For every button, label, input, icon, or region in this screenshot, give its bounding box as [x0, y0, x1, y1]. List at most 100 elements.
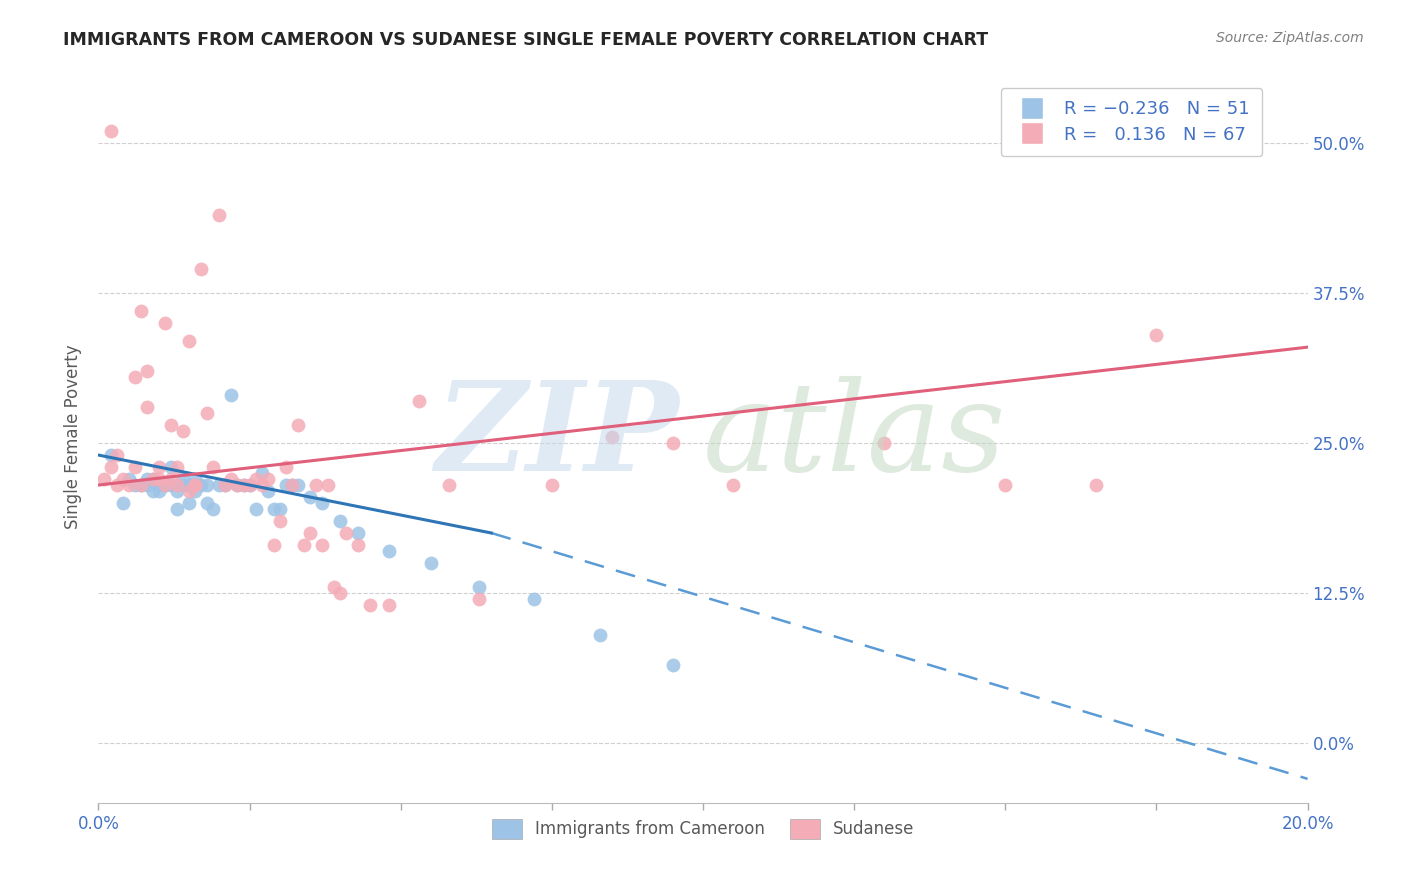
Point — [239, 478, 262, 492]
Point — [100, 460, 122, 475]
Point — [153, 478, 176, 492]
Point — [124, 478, 146, 492]
Point — [420, 556, 443, 570]
Point — [239, 478, 262, 492]
Point — [250, 466, 273, 480]
Point — [214, 478, 236, 492]
Point — [179, 478, 201, 492]
Point — [281, 478, 304, 492]
Point — [287, 478, 309, 492]
Point — [994, 478, 1017, 492]
Point — [377, 544, 399, 558]
Point — [589, 628, 612, 642]
Point — [245, 472, 267, 486]
Text: Source: ZipAtlas.com: Source: ZipAtlas.com — [1216, 31, 1364, 45]
Point — [468, 591, 491, 606]
Point — [135, 472, 157, 486]
Text: IMMIGRANTS FROM CAMEROON VS SUDANESE SINGLE FEMALE POVERTY CORRELATION CHART: IMMIGRANTS FROM CAMEROON VS SUDANESE SIN… — [63, 31, 988, 49]
Point — [873, 436, 896, 450]
Point — [195, 496, 218, 510]
Point — [221, 472, 243, 486]
Point — [100, 448, 122, 462]
Point — [274, 478, 297, 492]
Point — [184, 483, 207, 498]
Point — [214, 478, 236, 492]
Point — [153, 316, 176, 330]
Point — [1085, 478, 1108, 492]
Point — [292, 538, 315, 552]
Point — [335, 526, 357, 541]
Point — [245, 502, 267, 516]
Point — [269, 514, 291, 528]
Point — [269, 502, 291, 516]
Point — [263, 538, 285, 552]
Point — [129, 478, 152, 492]
Point — [166, 478, 188, 492]
Point — [281, 478, 304, 492]
Point — [129, 478, 152, 492]
Point — [311, 538, 333, 552]
Point — [142, 483, 165, 498]
Point — [135, 478, 157, 492]
Point — [142, 472, 165, 486]
Point — [135, 400, 157, 414]
Text: atlas: atlas — [703, 376, 1007, 498]
Point — [661, 436, 683, 450]
Point — [179, 496, 201, 510]
Point — [287, 418, 309, 433]
Point — [153, 478, 176, 492]
Point — [323, 580, 346, 594]
Point — [124, 460, 146, 475]
Point — [723, 478, 745, 492]
Point — [118, 478, 141, 492]
Point — [105, 448, 128, 462]
Point — [190, 478, 212, 492]
Point — [347, 538, 370, 552]
Point — [316, 478, 339, 492]
Point — [160, 472, 183, 486]
Point — [329, 586, 352, 600]
Point — [135, 364, 157, 378]
Point — [172, 478, 194, 492]
Point — [184, 472, 207, 486]
Point — [437, 478, 460, 492]
Point — [540, 478, 562, 492]
Point — [179, 334, 201, 348]
Point — [111, 496, 134, 510]
Point — [523, 591, 546, 606]
Point — [166, 483, 188, 498]
Point — [226, 478, 249, 492]
Point — [256, 472, 278, 486]
Point — [377, 598, 399, 612]
Point — [172, 472, 194, 486]
Point — [100, 124, 122, 138]
Point — [311, 496, 333, 510]
Point — [202, 460, 225, 475]
Point — [263, 502, 285, 516]
Point — [93, 472, 115, 486]
Point — [208, 208, 231, 222]
Point — [190, 262, 212, 277]
Point — [468, 580, 491, 594]
Point — [226, 478, 249, 492]
Point — [111, 472, 134, 486]
Point — [661, 657, 683, 672]
Point — [250, 478, 273, 492]
Point — [232, 478, 254, 492]
Point — [179, 483, 201, 498]
Point — [256, 483, 278, 498]
Point — [299, 526, 322, 541]
Point — [166, 502, 188, 516]
Point — [166, 460, 188, 475]
Point — [148, 478, 170, 492]
Point — [160, 418, 183, 433]
Point — [184, 478, 207, 492]
Point — [232, 478, 254, 492]
Text: ZIP: ZIP — [434, 376, 679, 498]
Legend: Immigrants from Cameroon, Sudanese: Immigrants from Cameroon, Sudanese — [485, 812, 921, 846]
Point — [172, 424, 194, 438]
Point — [305, 478, 328, 492]
Point — [408, 394, 430, 409]
Point — [148, 483, 170, 498]
Point — [329, 514, 352, 528]
